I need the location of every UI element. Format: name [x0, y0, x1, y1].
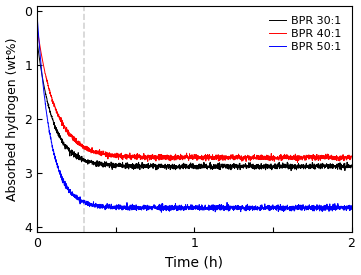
- BPR 30:1: [340, 164, 344, 167]
- BPR 50:1: [283, 208, 287, 212]
- BPR 30:1: [179, 165, 184, 168]
- BPR 30:1: [188, 166, 192, 169]
- BPR 30:1: [289, 169, 293, 172]
- BPR 50:1: [35, 12, 39, 15]
- BPR 30:1: [35, 39, 39, 42]
- BPR 40:1: [35, 26, 39, 29]
- BPR 30:1: [340, 165, 345, 168]
- BPR 40:1: [295, 161, 300, 164]
- BPR 40:1: [349, 155, 354, 158]
- BPR 50:1: [159, 211, 164, 214]
- Legend: BPR 30:1, BPR 40:1, BPR 50:1: BPR 30:1, BPR 40:1, BPR 50:1: [265, 11, 346, 57]
- Line: BPR 40:1: BPR 40:1: [37, 27, 352, 162]
- BPR 40:1: [51, 101, 55, 104]
- Y-axis label: Absorbed hydrogen (wt%): Absorbed hydrogen (wt%): [5, 37, 18, 200]
- BPR 30:1: [349, 164, 354, 167]
- BPR 30:1: [282, 165, 287, 169]
- BPR 50:1: [349, 206, 354, 209]
- Line: BPR 50:1: BPR 50:1: [37, 14, 352, 212]
- BPR 30:1: [51, 119, 55, 122]
- BPR 50:1: [179, 206, 184, 209]
- BPR 50:1: [51, 149, 55, 153]
- BPR 40:1: [340, 153, 345, 157]
- BPR 50:1: [340, 206, 345, 209]
- BPR 40:1: [188, 157, 192, 161]
- Line: BPR 30:1: BPR 30:1: [37, 41, 352, 171]
- BPR 40:1: [340, 155, 344, 158]
- BPR 40:1: [179, 156, 184, 160]
- BPR 40:1: [282, 153, 287, 156]
- BPR 50:1: [188, 207, 192, 210]
- X-axis label: Time (h): Time (h): [165, 255, 223, 270]
- BPR 50:1: [340, 205, 344, 208]
